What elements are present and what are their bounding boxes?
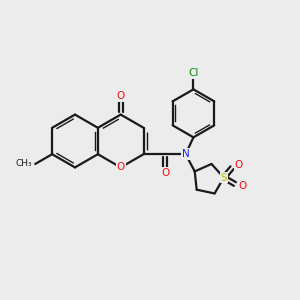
Text: Cl: Cl — [188, 68, 199, 78]
Text: O: O — [161, 168, 169, 178]
Text: N: N — [182, 149, 190, 159]
Text: S: S — [220, 172, 227, 183]
Text: O: O — [235, 160, 243, 170]
Text: O: O — [117, 91, 125, 101]
Text: CH₃: CH₃ — [15, 160, 31, 169]
Text: O: O — [238, 181, 247, 191]
Text: O: O — [117, 162, 125, 172]
